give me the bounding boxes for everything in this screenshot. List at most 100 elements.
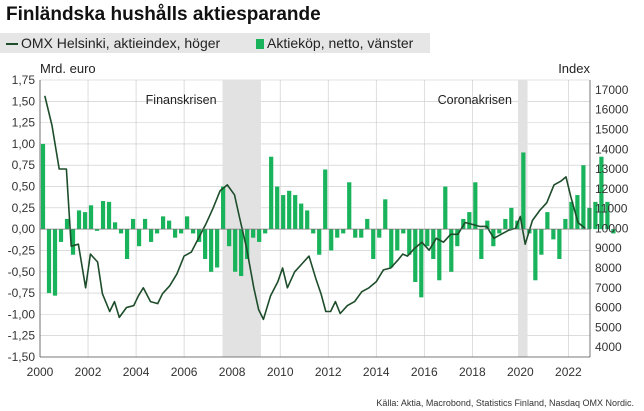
bar (160, 216, 166, 230)
bar (124, 229, 130, 259)
x-tick-label: 2004 (123, 365, 150, 379)
x-tick-label: 2012 (315, 365, 342, 379)
bar (154, 229, 160, 234)
line-omx-helsinki (44, 95, 586, 321)
bar (479, 229, 484, 259)
legend-line-swatch (6, 43, 18, 46)
right-tick-label: 15000 (595, 122, 629, 136)
left-tick-label: 1,25 (12, 116, 36, 130)
bar (88, 205, 94, 230)
x-tick-label: 2008 (219, 365, 246, 379)
bar (166, 220, 172, 230)
bar (371, 229, 376, 259)
left-tick-label: -1,00 (8, 307, 36, 321)
bar (551, 229, 556, 240)
bar-series (40, 143, 616, 298)
left-tick-label: -0,75 (8, 286, 36, 300)
bar (365, 218, 370, 230)
legend-bar-swatch (256, 39, 264, 50)
bar (383, 199, 388, 230)
left-tick-label: 0,00 (12, 222, 36, 236)
x-tick-label: 2020 (507, 365, 534, 379)
bar (563, 218, 568, 230)
shaded-period-label: Coronakrisen (438, 93, 512, 107)
x-tick-label: 2006 (171, 365, 198, 379)
left-tick-label: 0,25 (12, 201, 36, 215)
bar (112, 222, 118, 230)
bar (239, 229, 244, 277)
bar (557, 229, 562, 259)
legend: OMX Helsinki, aktieindex, höger Aktieköp… (0, 33, 430, 53)
x-tick-label: 2010 (267, 365, 294, 379)
bar (52, 229, 58, 296)
bar (359, 229, 364, 238)
right-tick-label: 6000 (595, 301, 622, 315)
bar (215, 229, 220, 268)
legend-line-label: OMX Helsinki, aktieindex, höger (21, 35, 221, 51)
bar (389, 229, 394, 268)
bar (533, 229, 538, 281)
bar (209, 229, 214, 272)
bar (257, 229, 262, 242)
bar (275, 186, 280, 230)
bar (130, 218, 136, 230)
bar (179, 229, 184, 234)
bar (521, 152, 526, 230)
bar (473, 182, 478, 230)
right-tick-label: 12000 (595, 182, 629, 196)
bar (593, 201, 598, 230)
bar (221, 186, 226, 230)
right-tick-label: 8000 (595, 261, 622, 275)
bar (269, 156, 274, 230)
x-tick-label: 2022 (555, 365, 582, 379)
bar (323, 169, 328, 230)
shaded-period-label: Finanskrisen (146, 93, 217, 107)
legend-item-aktiekop: Aktieköp, netto, vänster (256, 35, 413, 51)
bar (293, 195, 298, 230)
bar (587, 207, 592, 230)
left-tick-label: -0,25 (8, 243, 36, 257)
left-tick-label: -1,50 (8, 350, 36, 364)
x-tick-label: 2014 (363, 365, 390, 379)
bar (106, 201, 112, 230)
chart-title: Finländska hushålls aktiesparande (6, 4, 321, 25)
bar (185, 216, 190, 230)
bar (76, 210, 82, 230)
bar (347, 182, 352, 230)
bar (509, 207, 514, 230)
legend-item-omx-helsinki: OMX Helsinki, aktieindex, höger (6, 35, 220, 51)
bar (58, 229, 64, 242)
left-axis-title: Mrd. euro (40, 61, 96, 76)
bar (419, 229, 424, 298)
right-tick-label: 7000 (595, 281, 622, 295)
bar (545, 212, 550, 230)
bar (245, 229, 250, 259)
bar (455, 229, 460, 247)
right-tick-label: 9000 (595, 241, 622, 255)
left-tick-label: 0,50 (12, 180, 36, 194)
bar (203, 229, 208, 259)
left-tick-label: 1,00 (12, 137, 36, 151)
bar (539, 229, 544, 255)
bar (413, 229, 418, 282)
bar (46, 229, 52, 294)
bar (341, 229, 346, 234)
bar (467, 212, 472, 230)
bar (353, 229, 358, 238)
legend-bar-label: Aktieköp, netto, vänster (267, 35, 414, 51)
x-tick-label: 2016 (411, 365, 438, 379)
bar (569, 201, 574, 230)
right-tick-label: 5000 (595, 320, 622, 334)
right-axis-title: Index (558, 61, 590, 76)
bar (191, 229, 196, 234)
bar (142, 218, 148, 230)
bar (611, 229, 616, 234)
bar (227, 229, 232, 247)
bar (425, 229, 430, 247)
bar (263, 229, 268, 234)
left-tick-label: 0,75 (12, 158, 36, 172)
bar (136, 229, 142, 247)
bar (118, 229, 124, 234)
bar (317, 229, 322, 255)
bar (287, 190, 292, 230)
